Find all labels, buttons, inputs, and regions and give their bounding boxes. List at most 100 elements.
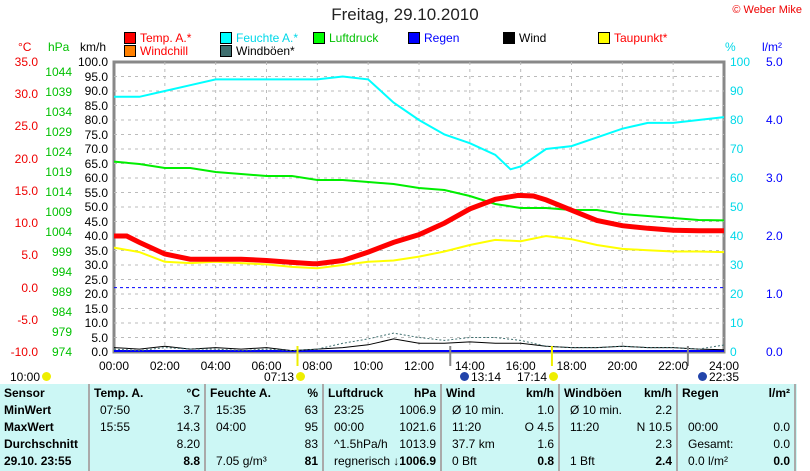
- pct-tick: 50: [730, 200, 744, 214]
- kmh-tick: 100.0: [77, 55, 108, 69]
- legend-item: Luftdruck: [313, 31, 378, 45]
- legend-label: Taupunkt*: [614, 31, 668, 45]
- chart: [112, 60, 726, 366]
- marker-time: 13:14: [471, 370, 502, 384]
- pct-tick: 10: [730, 316, 744, 330]
- moonset-icon: [460, 372, 469, 381]
- c-unit: °C: [18, 40, 32, 54]
- series-windböen: [113, 332, 725, 352]
- astro-marker: 17:14: [517, 370, 560, 384]
- c-tick: 15.0: [14, 183, 38, 198]
- copyright: © Weber Mike: [732, 4, 802, 16]
- legend-item: Regen: [408, 31, 459, 45]
- series-tempa: [114, 192, 724, 267]
- hpa-tick: 974: [51, 345, 72, 359]
- cell-value: 2.2: [655, 403, 672, 417]
- hpa-tick: 984: [51, 305, 72, 319]
- cell-value: 0.8: [537, 454, 554, 468]
- astro-marker: 07:13: [264, 370, 307, 384]
- cell-label: [94, 453, 100, 470]
- row-label: Durchschnitt: [4, 437, 79, 451]
- cell-value: 2.4: [655, 454, 672, 468]
- pct-tick: 0: [730, 345, 737, 359]
- x-tick: 14:00: [454, 359, 485, 373]
- legend-label: Luftdruck: [329, 31, 379, 45]
- cell-value: 0.0: [773, 420, 790, 434]
- table-column: Temp. A. °C 07:50 3.7 15:55 14.3 8.20 8.8: [90, 384, 206, 471]
- legend-swatch: [124, 45, 136, 57]
- rain-tick: 0.0: [766, 345, 783, 359]
- legend-swatch: [408, 32, 420, 44]
- legend-swatch: [598, 32, 610, 44]
- legend-swatch: [124, 32, 136, 44]
- kmh-tick: 20.0: [84, 287, 108, 301]
- cell-label: 0 Bft: [452, 454, 477, 468]
- column-unit: °C: [186, 386, 200, 400]
- series-taupunkt: [113, 234, 725, 270]
- kmh-tick: 40.0: [84, 229, 108, 243]
- column-header: Wind: [446, 386, 476, 400]
- cell-value: 83: [304, 437, 318, 451]
- kmh-tick: 45.0: [84, 214, 108, 229]
- hpa-tick: 1034: [45, 105, 72, 119]
- c-tick: 5.0: [21, 248, 38, 263]
- x-tick: 24:00: [708, 359, 740, 373]
- hpa-tick: 1039: [45, 85, 72, 99]
- c-tick: 30.0: [14, 87, 38, 102]
- stats-table: Sensor MinWert MaxWert Durchschnitt 29.10. 2…: [0, 384, 797, 471]
- cell-value: 81: [304, 454, 318, 468]
- marker-time: 07:13: [264, 370, 295, 384]
- chart-title: Freitag, 29.10.2010: [331, 5, 479, 24]
- row-label: Sensor: [4, 386, 45, 400]
- cell-label: Gesamt:: [688, 437, 734, 451]
- x-tick: 12:00: [403, 359, 435, 373]
- rain-tick: 3.0: [766, 171, 783, 185]
- sunrise-icon: [296, 372, 306, 381]
- legend-swatch: [503, 32, 515, 44]
- pct-tick: 70: [730, 142, 744, 156]
- cell-label: 15:55: [100, 420, 131, 434]
- table-column: Windböen km/h Ø 10 min. 2.2 11:20 N 10.5 2.3 1 …: [560, 384, 678, 471]
- cell-label: 11:20: [452, 420, 482, 434]
- column-header: Windböen: [564, 386, 622, 400]
- legend-label: Windböen*: [236, 44, 295, 58]
- cell-value: 3.7: [183, 403, 200, 417]
- cell-value: 1.6: [537, 437, 554, 451]
- kmh-tick: 10.0: [84, 316, 108, 330]
- sunset-icon: [549, 372, 559, 381]
- cell-label: ^1.5hPa/h: [334, 437, 388, 451]
- legend-item: Windchill: [124, 44, 188, 58]
- column-header: Temp. A.: [94, 386, 144, 400]
- cell-label: [210, 436, 216, 453]
- x-tick: 22:00: [658, 359, 689, 373]
- x-tick: 16:00: [505, 359, 536, 373]
- cell-label: [94, 436, 100, 453]
- cell-value: N 10.5: [636, 420, 672, 434]
- hpa-tick: 1004: [45, 225, 72, 239]
- kmh-tick: 25.0: [84, 272, 108, 287]
- column-unit: hPa: [413, 386, 436, 400]
- pct-tick: 40: [730, 229, 744, 243]
- pct-tick: 80: [730, 113, 744, 127]
- legend-label: Regen: [424, 31, 460, 45]
- x-tick: 10:00: [353, 359, 384, 373]
- column-header: Feuchte A.: [210, 386, 271, 400]
- marker-time: 22:35: [709, 370, 740, 384]
- column-header: Regen: [682, 386, 719, 400]
- row-label: 29.10. 23:55: [4, 454, 72, 468]
- c-tick: -5.0: [17, 312, 38, 327]
- pct-tick: 60: [730, 171, 744, 185]
- legend-label: Feuchte A.*: [236, 31, 299, 45]
- cell-value: 0.0: [773, 454, 790, 468]
- x-tick: 04:00: [200, 359, 231, 373]
- cell-label: 11:20: [570, 420, 600, 434]
- column-unit: %: [307, 386, 318, 400]
- c-tick: -10.0: [10, 345, 38, 359]
- legend-label: Windchill: [140, 44, 189, 58]
- cell-value: 95: [304, 420, 318, 434]
- marker-time: 17:14: [517, 370, 548, 384]
- legend-label: Wind: [519, 31, 547, 45]
- cell-label: 07:50: [100, 403, 131, 417]
- kmh-tick: 90.0: [84, 84, 108, 98]
- kmh-tick: 65.0: [84, 156, 108, 171]
